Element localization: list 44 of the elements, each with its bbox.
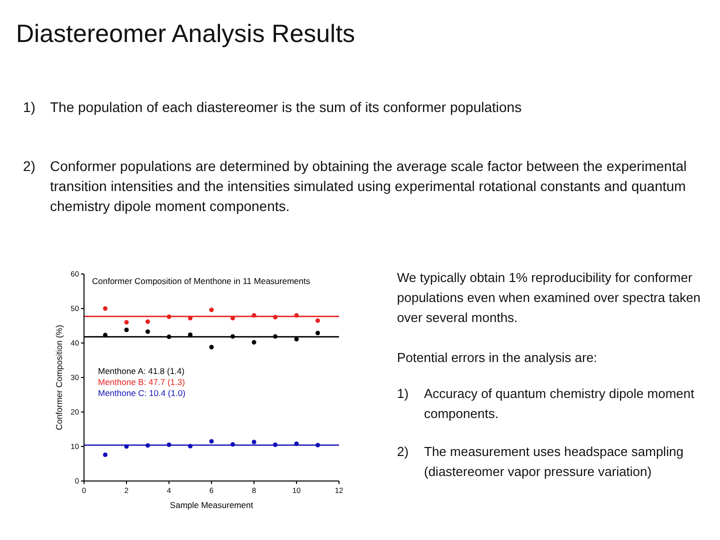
point	[124, 444, 129, 449]
point	[102, 452, 108, 458]
point	[188, 332, 193, 337]
point	[315, 330, 320, 336]
point	[230, 334, 236, 339]
point	[166, 314, 172, 320]
chart-title: Conformer Composition of Menthone in 11 Measurements	[92, 276, 310, 286]
text: Menthone B: 47.7 (1.3)	[98, 377, 186, 387]
x-axis-title: Sample Measurement	[170, 500, 254, 510]
text: We typically obtain 1% reproducibility for conformer populations even when examined over spectra taken over several months.	[397, 270, 701, 325]
text: Menthone A: 41.8 (1.4)	[98, 366, 185, 376]
point	[166, 334, 172, 340]
point	[272, 334, 278, 339]
point	[252, 440, 256, 444]
point	[294, 313, 299, 318]
point	[272, 314, 278, 320]
point	[166, 442, 172, 448]
y-axis-title: Conformer Composition (%)	[54, 324, 64, 430]
point	[102, 306, 108, 311]
point	[230, 316, 236, 320]
point	[315, 318, 320, 323]
point	[124, 320, 129, 325]
point	[124, 328, 129, 332]
point	[294, 441, 299, 446]
text: 2) The measurement uses headspace sampling (diastereomer vapor pressure variation)	[397, 444, 684, 479]
text: 1) Accuracy of quantum chemistry dipole moment components.	[397, 386, 695, 421]
point	[209, 439, 214, 444]
text: 1) The population of each diastereomer is the sum of its conformer populations	[23, 99, 522, 115]
point	[252, 313, 256, 318]
point	[209, 308, 214, 312]
text: Potential errors in the analysis are:	[397, 350, 598, 365]
text: Menthone C: 10.4 (1.0)	[98, 388, 186, 398]
point	[188, 444, 193, 448]
point	[145, 329, 150, 334]
point	[315, 442, 320, 448]
point	[209, 344, 214, 350]
point	[145, 443, 150, 448]
text: 2) Conformer populations are determined by obtaining the average scale factor between the experimental transition intensities and the intensities simulated using experimental rotational constants and quantum chemistry dipole moment components.	[23, 158, 687, 214]
point	[145, 319, 150, 324]
text: Diastereomer Analysis Results	[16, 20, 356, 48]
point	[188, 316, 193, 320]
point	[252, 340, 256, 345]
point	[230, 442, 236, 447]
point	[272, 442, 278, 448]
